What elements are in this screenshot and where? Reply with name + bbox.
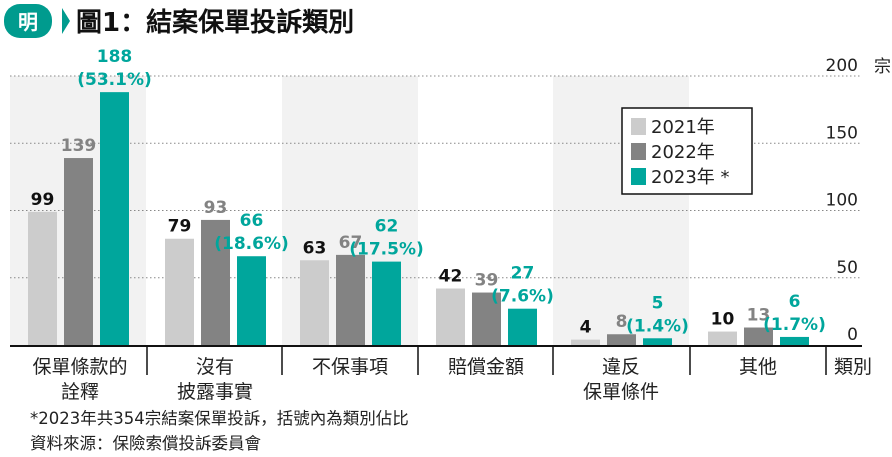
category-label: 賠償金額 — [448, 356, 524, 378]
bar — [571, 339, 600, 345]
value-labels: 99 79 63 42 4 10 139 93 67 39 8 13 188 (53.1%) 66 (18.6… — [31, 47, 826, 337]
bar — [64, 158, 93, 345]
category-label: 保單條件 — [583, 381, 659, 403]
legend-entry: 2021年 — [651, 117, 715, 138]
y-tick-label: 100 — [826, 191, 858, 211]
bars — [28, 92, 809, 345]
bar — [607, 334, 636, 345]
header: 明 圖1：結案保單投訴類別 — [4, 4, 354, 38]
bar — [201, 219, 230, 345]
data-label: 62 — [375, 217, 399, 237]
bar — [708, 331, 737, 345]
data-label: 42 — [439, 267, 463, 287]
data-label: 10 — [711, 310, 735, 330]
legend-swatch — [631, 143, 646, 160]
data-label: 13 — [747, 306, 771, 326]
percent-label: (17.5%) — [349, 240, 424, 260]
data-label: 66 — [240, 211, 264, 231]
bar — [744, 327, 773, 345]
legend-swatch — [631, 118, 646, 135]
logo-badge — [4, 4, 52, 38]
footnote-source: 資料來源：保險索償投訴委員會 — [30, 434, 262, 453]
category-label: 沒有 — [196, 356, 234, 378]
y-tick-label: 0 — [847, 325, 858, 345]
percent-label: (1.4%) — [626, 316, 689, 336]
category-label: 詮釋 — [61, 381, 99, 403]
bar — [237, 256, 266, 345]
bar — [165, 238, 194, 345]
title-arrow-icon — [62, 8, 70, 34]
data-label: 139 — [61, 136, 97, 156]
data-label: 8 — [616, 312, 628, 332]
bar — [643, 338, 672, 345]
category-label: 違反 — [602, 356, 640, 378]
bar — [336, 254, 365, 345]
data-label: 93 — [204, 198, 228, 218]
data-label: 27 — [511, 264, 535, 284]
percent-label: (7.6%) — [491, 287, 554, 307]
bar — [100, 92, 129, 345]
legend-entry: 2022年 — [651, 142, 715, 163]
chart-title: 圖1：結案保單投訴類別 — [76, 7, 354, 38]
y-tick-label: 200 — [826, 56, 858, 76]
y-tick-label: 50 — [836, 258, 858, 278]
data-label: 79 — [168, 217, 192, 237]
data-label: 4 — [580, 318, 592, 338]
percent-label: (53.1%) — [77, 70, 152, 90]
category-label: 其他 — [739, 356, 777, 378]
y-tick-label: 150 — [826, 123, 858, 143]
percent-label: (18.6%) — [214, 234, 289, 254]
category-label: 保單條款的 — [32, 356, 127, 378]
legend: 2021年 2022年 2023年 * — [621, 107, 753, 195]
data-label: 99 — [31, 190, 55, 210]
bar — [508, 308, 537, 345]
y-axis-unit: 宗 — [874, 57, 891, 77]
data-label: 5 — [652, 293, 664, 313]
data-label: 6 — [789, 292, 801, 312]
data-label: 63 — [303, 238, 327, 258]
category-label: 披露事實 — [177, 381, 253, 403]
legend-entry: 2023年 * — [651, 167, 730, 188]
logo-text: 明 — [18, 10, 38, 34]
x-axis-label: 類別 — [834, 356, 872, 378]
bar — [28, 211, 57, 345]
bar — [436, 288, 465, 345]
y-axis-ticks: 0 50 100 150 200 — [826, 56, 858, 345]
category-label: 不保事項 — [312, 356, 388, 378]
bar — [472, 292, 501, 345]
data-label: 67 — [339, 233, 363, 253]
data-label: 39 — [475, 271, 499, 291]
bar — [372, 261, 401, 345]
data-label: 188 — [97, 47, 133, 67]
legend-swatch — [631, 168, 646, 185]
bar — [780, 336, 809, 345]
percent-label: (1.7%) — [763, 315, 826, 335]
bar — [300, 260, 329, 345]
footnote-1: *2023年共354宗結案保單投訴，括號內為類別佔比 — [30, 409, 409, 428]
